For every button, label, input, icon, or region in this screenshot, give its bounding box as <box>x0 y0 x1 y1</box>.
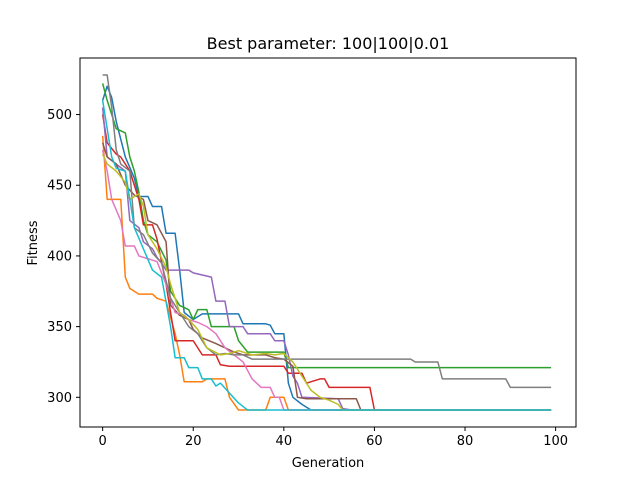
x-tick-label: 100 <box>543 434 568 449</box>
y-tick-label: 350 <box>47 320 72 335</box>
series-line-4 <box>101 114 552 411</box>
series-line-9 <box>101 153 552 411</box>
series-lines <box>101 74 552 411</box>
series-line-2 <box>101 135 552 411</box>
series-line-3 <box>101 83 552 369</box>
series-line-7 <box>101 149 552 411</box>
y-axis-label: Fitness <box>26 220 41 265</box>
y-tick-label: 400 <box>47 249 72 264</box>
chart-title: Best parameter: 100|100|0.01 <box>207 34 450 53</box>
x-axis-ticks: 0 20 40 60 80 100 <box>99 427 568 449</box>
x-tick-label: 20 <box>185 434 202 449</box>
x-tick-label: 40 <box>276 434 293 449</box>
y-tick-label: 300 <box>47 391 72 406</box>
plot-frame <box>79 57 577 428</box>
series-line-5 <box>101 107 552 411</box>
x-axis-label: Generation <box>292 456 365 471</box>
y-axis-ticks: 300 350 400 450 500 <box>47 108 80 406</box>
series-line-1 <box>101 85 552 411</box>
y-tick-label: 500 <box>47 108 72 123</box>
series-line-10 <box>101 100 552 411</box>
y-tick-label: 450 <box>47 179 72 194</box>
x-tick-label: 80 <box>457 434 474 449</box>
series-line-6 <box>101 142 552 411</box>
x-tick-label: 60 <box>366 434 383 449</box>
x-tick-label: 0 <box>99 434 107 449</box>
